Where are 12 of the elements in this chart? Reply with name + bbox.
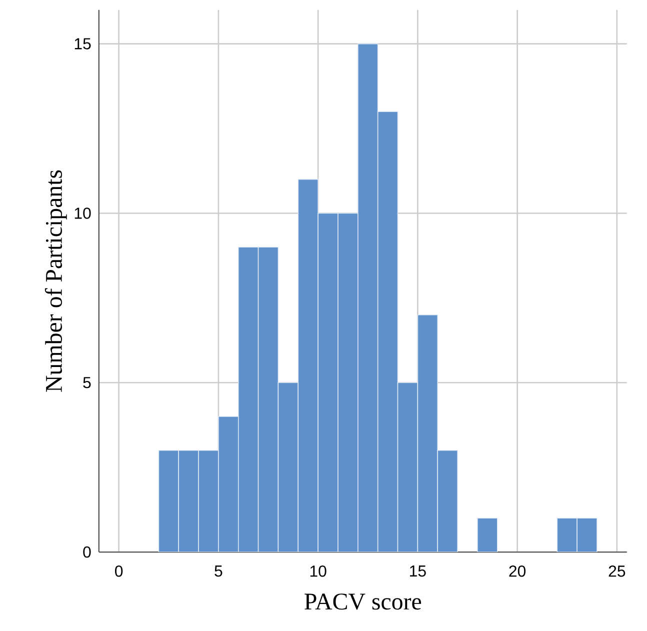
y-tick-label: 15	[74, 38, 91, 50]
x-tick-label: 5	[214, 565, 222, 577]
y-tick-label: 0	[83, 546, 91, 558]
x-tick-label: 25	[608, 565, 626, 577]
x-tick-label: 10	[310, 565, 326, 577]
x-tick-label: 15	[410, 565, 426, 577]
x-tick-label: 20	[509, 565, 526, 577]
x-axis-title: PACV score	[304, 594, 422, 610]
y-tick-label: 10	[74, 208, 91, 219]
y-tick-label: 5	[83, 377, 91, 388]
x-tick-label: 0	[115, 565, 123, 577]
y-axis-title: Number of Participants	[44, 170, 67, 392]
